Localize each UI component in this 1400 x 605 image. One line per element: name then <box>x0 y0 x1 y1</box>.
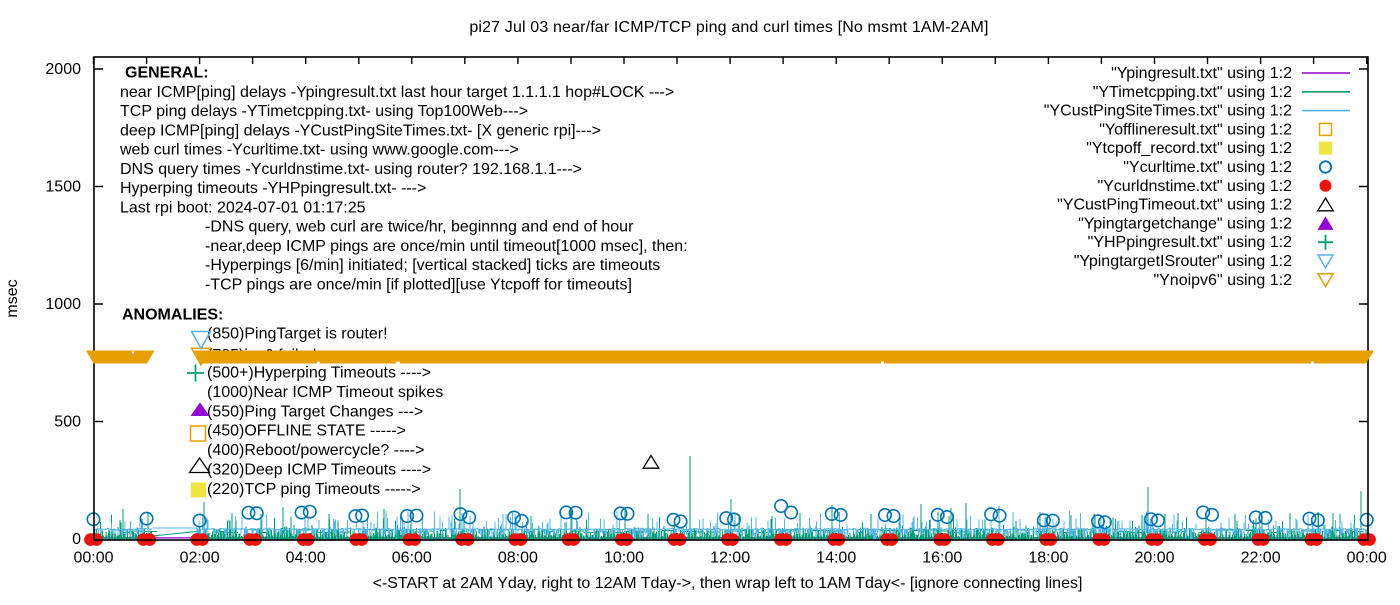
svg-text:16:00: 16:00 <box>922 550 962 567</box>
svg-text:(220)TCP ping Timeouts ----->: (220)TCP ping Timeouts -----> <box>207 481 421 498</box>
svg-text:(500+)Hyperping Timeouts ---->: (500+)Hyperping Timeouts ----> <box>207 365 431 382</box>
svg-text:pi27 Jul 03 near/far ICMP/TCP: pi27 Jul 03 near/far ICMP/TCP ping and c… <box>469 19 988 36</box>
svg-text:"Ypingtargetchange" using 1:2: "Ypingtargetchange" using 1:2 <box>1078 215 1292 232</box>
svg-text:TCP ping delays -YTimetcpping.: TCP ping delays -YTimetcpping.txt- using… <box>120 103 528 120</box>
svg-text:DNS query times -Ycurldnstime.: DNS query times -Ycurldnstime.txt- using… <box>120 161 582 178</box>
svg-text:"YpingtargetISrouter" using 1:: "YpingtargetISrouter" using 1:2 <box>1074 253 1292 270</box>
svg-text:(320)Deep ICMP Timeouts ---->: (320)Deep ICMP Timeouts ----> <box>207 462 431 479</box>
svg-text:(850)PingTarget is router!: (850)PingTarget is router! <box>207 326 388 343</box>
svg-text:20:00: 20:00 <box>1134 550 1174 567</box>
svg-text:"Ycurldnstime.txt" using 1:2: "Ycurldnstime.txt" using 1:2 <box>1097 178 1292 195</box>
svg-text:0: 0 <box>72 531 81 548</box>
svg-text:(450)OFFLINE STATE ----->: (450)OFFLINE STATE -----> <box>207 423 406 440</box>
svg-text:"YHPpingresult.txt" using 1:2: "YHPpingresult.txt" using 1:2 <box>1088 234 1292 251</box>
svg-text:"Ynoipv6" using 1:2: "Ynoipv6" using 1:2 <box>1153 272 1292 289</box>
svg-text:10:00: 10:00 <box>604 550 644 567</box>
svg-text:Hyperping timeouts -YHPpingres: Hyperping timeouts -YHPpingresult.txt- -… <box>120 180 426 197</box>
svg-text:500: 500 <box>54 414 81 431</box>
svg-text:14:00: 14:00 <box>816 550 856 567</box>
svg-text:1500: 1500 <box>45 179 81 196</box>
svg-text:18:00: 18:00 <box>1028 550 1068 567</box>
svg-text:-TCP pings are once/min [if pl: -TCP pings are once/min [if plotted][use… <box>205 276 632 293</box>
svg-text:12:00: 12:00 <box>710 550 750 567</box>
svg-text:"YCustPingSiteTimes.txt" using: "YCustPingSiteTimes.txt" using 1:2 <box>1044 103 1292 120</box>
svg-text:02:00: 02:00 <box>180 550 220 567</box>
svg-text:near ICMP[ping] delays -Ypingr: near ICMP[ping] delays -Ypingresult.txt … <box>120 84 674 101</box>
svg-text:<-START at 2AM Yday, right to: <-START at 2AM Yday, right to 12AM Tday-… <box>373 575 1083 592</box>
svg-text:"YTimetcpping.txt" using 1:2: "YTimetcpping.txt" using 1:2 <box>1093 84 1292 101</box>
svg-text:04:00: 04:00 <box>286 550 326 567</box>
svg-text:(1000)Near ICMP Timeout spikes: (1000)Near ICMP Timeout spikes <box>207 384 443 401</box>
svg-text:1000: 1000 <box>45 296 81 313</box>
svg-text:00:00: 00:00 <box>1347 550 1387 567</box>
svg-text:22:00: 22:00 <box>1241 550 1281 567</box>
svg-text:-DNS query, web curl are twice: -DNS query, web curl are twice/hr, begin… <box>205 219 634 236</box>
svg-text:web curl times -Ycurltime.txt-: web curl times -Ycurltime.txt- using www… <box>119 142 519 159</box>
svg-text:ANOMALIES:: ANOMALIES: <box>122 306 223 323</box>
svg-text:(550)Ping Target Changes --->: (550)Ping Target Changes ---> <box>207 403 423 420</box>
svg-text:06:00: 06:00 <box>392 550 432 567</box>
svg-text:00:00: 00:00 <box>73 550 113 567</box>
svg-text:2000: 2000 <box>45 61 81 78</box>
svg-text:-near,deep ICMP pings are once: -near,deep ICMP pings are once/min until… <box>205 238 688 255</box>
svg-text:GENERAL:: GENERAL: <box>125 65 209 82</box>
svg-text:-Hyperpings [6/min] initiated;: -Hyperpings [6/min] initiated; [vertical… <box>205 257 660 274</box>
svg-text:(400)Reboot/powercycle? ---->: (400)Reboot/powercycle? ----> <box>207 442 424 459</box>
svg-text:deep ICMP[ping] delays -YCustP: deep ICMP[ping] delays -YCustPingSiteTim… <box>120 122 601 139</box>
svg-text:"YCustPingTimeout.txt" using 1: "YCustPingTimeout.txt" using 1:2 <box>1057 197 1292 214</box>
svg-text:Last rpi boot: 2024-07-01 01:1: Last rpi boot: 2024-07-01 01:17:25 <box>120 199 366 216</box>
svg-text:"Ypingresult.txt" using 1:2: "Ypingresult.txt" using 1:2 <box>1111 65 1292 82</box>
svg-text:msec: msec <box>4 279 21 317</box>
svg-text:"Ycurltime.txt" using 1:2: "Ycurltime.txt" using 1:2 <box>1123 159 1292 176</box>
svg-text:08:00: 08:00 <box>498 550 538 567</box>
svg-text:"Yofflineresult.txt" using 1:2: "Yofflineresult.txt" using 1:2 <box>1099 121 1292 138</box>
svg-text:"Ytcpoff_record.txt" using 1:2: "Ytcpoff_record.txt" using 1:2 <box>1086 140 1292 157</box>
